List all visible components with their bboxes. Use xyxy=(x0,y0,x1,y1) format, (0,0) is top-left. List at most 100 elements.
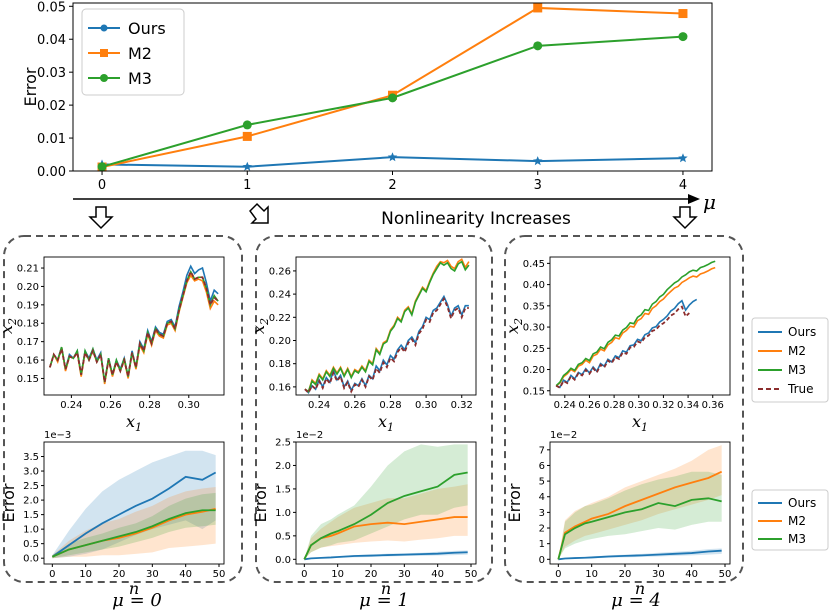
axes-frame xyxy=(295,441,477,565)
x-tick-label: 0.30 xyxy=(415,400,437,411)
x-tick-label: 0 xyxy=(555,569,561,580)
x-tick-label: 0.32 xyxy=(451,400,473,411)
x-tick-label: 2 xyxy=(388,178,396,193)
y-tick-label: 0.03 xyxy=(37,66,66,81)
axes-frame xyxy=(43,441,225,565)
data-point-m3 xyxy=(678,32,688,42)
trajectory-chart-mu4: 0.24 0.26 0.28 0.30 0.32 0.34 0.360.150.200.25… xyxy=(503,256,731,434)
panel-arrows xyxy=(88,202,698,230)
y-tick-label: 0.15 xyxy=(523,386,545,397)
x-tick-label: 30 xyxy=(146,569,159,580)
trajectory-ours xyxy=(49,264,219,383)
y-tick-label: 1.0 xyxy=(275,508,291,519)
arrow-head xyxy=(688,194,700,204)
panel-mu0-border xyxy=(3,235,243,583)
trajectory-m2 xyxy=(304,258,470,393)
y-tick-label: 3.5 xyxy=(23,452,39,463)
y-tick-label: 0.05 xyxy=(37,0,66,15)
x-tick-label: 10 xyxy=(331,569,344,580)
x-tick-label: 1 xyxy=(243,178,251,193)
x-tick-label: 20 xyxy=(113,569,126,580)
y-tick-label: 0.5 xyxy=(275,531,291,542)
y-tick-label: 0.18 xyxy=(269,359,291,370)
x-axis-label: x1 xyxy=(126,412,142,434)
y-tick-label: 2.0 xyxy=(275,461,291,472)
legend-label: M2 xyxy=(128,44,152,63)
y-tick-label: 0.45 xyxy=(523,259,545,270)
y-tick-label: 0.01 xyxy=(37,132,66,147)
y-tick-label: 1.5 xyxy=(23,510,39,521)
trajectory-true xyxy=(304,296,469,395)
top-chart: 0 1 2 3 4 0.00 0.01 0.02 0.03 0.04 0.05 Ours M2 M3 Er… xyxy=(21,0,713,193)
x-tick-label: 0.36 xyxy=(702,400,724,411)
data-point-m2 xyxy=(533,3,543,13)
y-tick-label: 1.5 xyxy=(275,484,291,495)
x-tick-label: 30 xyxy=(398,569,411,580)
panel-caption-mu1: μ = 1 xyxy=(359,590,409,611)
axes-frame xyxy=(295,256,477,396)
x-tick-label: 50 xyxy=(465,569,478,580)
legend-label: Ours xyxy=(128,19,166,38)
trajectory-m3 xyxy=(555,260,716,387)
y-tick-label: 0.19 xyxy=(17,300,39,311)
series-line-ours xyxy=(558,549,722,561)
series-line-ours xyxy=(51,471,217,558)
y-tick-label: 4 xyxy=(539,492,545,503)
x-tick-label: 0.28 xyxy=(379,400,401,411)
trajectory-chart-mu0: 0.24 0.26 0.28 0.30 0.15 0.16 0.17 0.18 0.19 0.20… xyxy=(0,256,225,434)
data-point-m3 xyxy=(242,120,252,130)
error-chart-mu1: 0 10 20 30 40 50 0.0 0.5 1.0 1.5 2.0 2.5 1e−2 n Error xyxy=(251,430,477,598)
axis-scale-label: 1e−3 xyxy=(44,430,71,441)
x-tick-label: 0.24 xyxy=(554,400,576,411)
y-tick-label: 0.16 xyxy=(269,382,291,393)
series-line-m3 xyxy=(303,471,468,560)
x-tick-label: 0.30 xyxy=(628,400,650,411)
trajectory-m3 xyxy=(49,269,219,383)
y-axis-label: Error xyxy=(505,483,524,522)
x-tick-label: 3 xyxy=(534,178,542,193)
axis-scale-label: 1e−2 xyxy=(296,430,323,441)
x-tick-label: 40 xyxy=(179,569,192,580)
x-tick-label: 0.26 xyxy=(344,400,366,411)
series-line-m3 xyxy=(557,497,722,560)
axes-frame xyxy=(549,441,731,565)
top-chart-frame xyxy=(72,2,713,172)
trajectory-ours xyxy=(304,294,469,395)
legend-label: M2 xyxy=(788,514,806,528)
diagonal-arrow-icon xyxy=(249,202,269,224)
down-arrow-icon xyxy=(88,206,114,230)
data-point-m3 xyxy=(388,93,397,103)
y-tick-label: 2.5 xyxy=(275,438,291,449)
axis-scale-label: 1e−2 xyxy=(550,430,577,441)
legend-marker-m3 xyxy=(100,74,108,82)
legend-label: M2 xyxy=(788,344,806,358)
y-tick-label: 5 xyxy=(539,477,545,488)
panel-caption-mu4: μ = 4 xyxy=(611,590,661,611)
y-tick-label: 2 xyxy=(539,524,545,535)
legend-label: M3 xyxy=(788,532,806,546)
trajectory-m2 xyxy=(555,266,716,387)
y-tick-label: 2.0 xyxy=(23,496,39,507)
y-tick-label: 0.17 xyxy=(17,337,39,348)
error-chart-mu4: 0 10 20 30 40 50 0 1 2 3 4 5 6 7 1e−2 n Error xyxy=(505,430,731,598)
band-m3 xyxy=(558,471,722,560)
legend-label: M3 xyxy=(788,363,806,377)
data-point-m3 xyxy=(533,41,543,51)
trajectory-m3 xyxy=(304,260,470,393)
x-tick-label: 20 xyxy=(619,569,632,580)
panel-mu4-border xyxy=(504,235,744,583)
panel-caption-mu0: μ = 0 xyxy=(112,590,162,611)
y-tick-label: 0.30 xyxy=(523,323,545,334)
y-tick-label: 3.0 xyxy=(23,467,39,478)
x-tick-label: 0.24 xyxy=(308,400,330,411)
y-tick-label: 0.0 xyxy=(23,554,39,565)
band-m2 xyxy=(558,445,722,560)
x-tick-label: 0.26 xyxy=(578,400,600,411)
band-m2 xyxy=(52,487,216,559)
series-line-m2 xyxy=(557,470,723,560)
data-point-ours xyxy=(387,152,398,162)
y-tick-label: 7 xyxy=(539,445,545,456)
x-tick-label: 0.26 xyxy=(99,400,121,411)
y-tick-label: 0 xyxy=(539,555,545,566)
x-tick-label: 0 xyxy=(98,178,106,193)
